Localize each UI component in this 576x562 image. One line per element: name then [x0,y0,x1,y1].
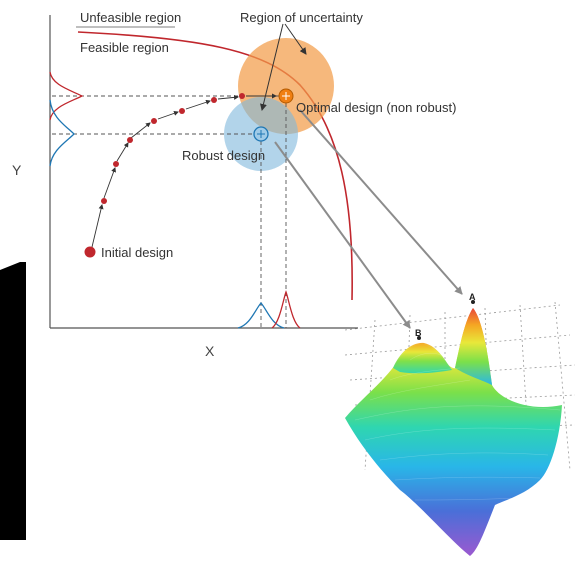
optimal-design-label: Optimal design (non robust) [296,100,456,115]
y-axis-label: Y [12,162,22,178]
design-iteration-path [91,93,277,248]
x-distribution-optimal [271,290,301,329]
surface-point-b-label: B [415,328,422,338]
response-surface [345,308,562,556]
feasible-region-label: Feasible region [80,40,169,55]
robust-design-marker [253,126,269,142]
y-distribution-robust [49,99,75,167]
robust-design-label: Robust design [182,148,265,163]
unfeasible-region-label: Unfeasible region [80,10,181,25]
surface-mapping-arrows [274,109,463,329]
design-points [84,93,245,258]
surface-point-b-marker [417,336,421,340]
surface-mesh [354,353,561,501]
optimal-design-marker [278,88,294,104]
initial-design-label: Initial design [101,245,173,260]
projection-guides [52,95,287,328]
plot-axes [49,15,358,329]
surface-point-a-marker [471,300,475,304]
uncertainty-pointer-arrows [260,23,307,111]
x-axis-label: X [205,343,215,359]
black-side-bar [0,262,26,540]
x-distribution-robust [237,302,285,329]
surface-point-a-label: A [469,292,476,302]
region-of-uncertainty-label: Region of uncertainty [240,10,363,25]
y-distribution-optimal [49,71,84,121]
